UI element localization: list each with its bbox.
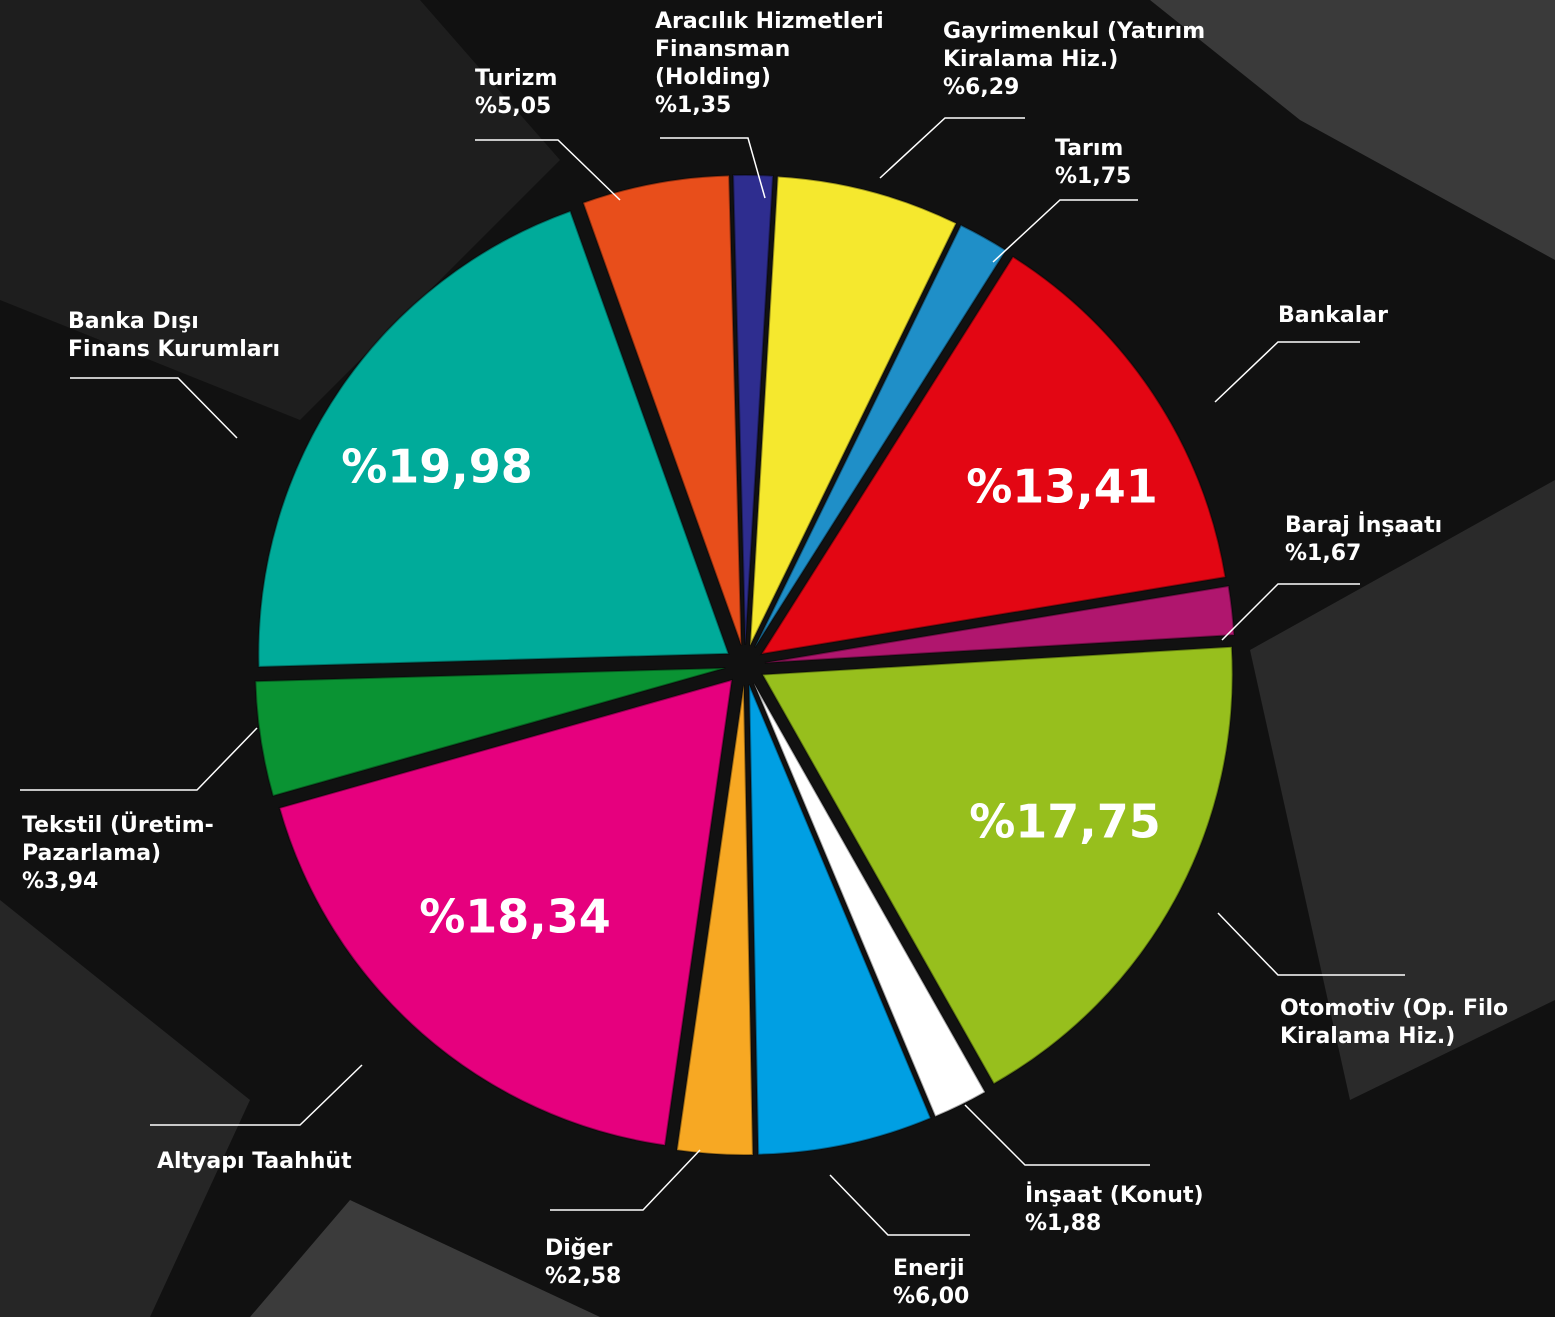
pie-slice xyxy=(254,667,726,798)
leader-line xyxy=(150,1064,363,1126)
slice-label: Turizm %5,05 xyxy=(475,65,557,121)
slice-label: Gayrimenkul (Yatırım Kiralama Hiz.) %6,29 xyxy=(943,18,1205,102)
value-label: %13,41 xyxy=(966,460,1158,514)
background-shape xyxy=(1150,0,1555,260)
value-label: %17,75 xyxy=(969,795,1161,849)
pie-slice xyxy=(732,174,775,646)
background-shape xyxy=(1250,480,1555,1100)
category-name: Altyapı Taahhüt xyxy=(157,1149,352,1174)
pie-slice xyxy=(748,684,932,1156)
value-label: %6,00 xyxy=(893,1284,970,1309)
slice-label: Enerji %6,00 xyxy=(893,1255,969,1311)
category-name: Gayrimenkul (Yatırım Kiralama Hiz.) xyxy=(943,19,1206,72)
slice-label: Bankalar xyxy=(1278,302,1388,330)
category-name: Enerji xyxy=(893,1256,965,1281)
category-name: Otomotiv (Op. Filo Kiralama Hiz.) xyxy=(1280,996,1509,1049)
slice-label: İnşaat (Konut) %1,88 xyxy=(1025,1182,1204,1238)
leader-line xyxy=(20,727,258,791)
slice-label: Aracılık Hizmetleri Finansman (Holding)%… xyxy=(655,8,884,120)
leader-line xyxy=(992,199,1138,263)
leader-line xyxy=(1217,912,1405,976)
pie-slice xyxy=(278,678,734,1147)
pie-slice xyxy=(581,174,743,646)
slice-label: Banka Dışı Finans Kurumları xyxy=(68,308,280,364)
category-name: Tekstil (Üretim- Pazarlama) xyxy=(22,813,214,866)
value-label: %3,94 xyxy=(22,869,99,894)
leader-line xyxy=(879,117,1025,179)
category-name: Aracılık Hizmetleri Finansman (Holding) xyxy=(655,9,884,90)
slice-label: Diğer %2,58 xyxy=(545,1235,621,1291)
category-name: Baraj İnşaatı xyxy=(1285,513,1443,538)
leader-line xyxy=(475,139,621,201)
slice-label: Baraj İnşaatı %1,67 xyxy=(1285,512,1442,568)
pie-slice xyxy=(760,645,1234,1086)
pie-slice xyxy=(257,209,730,668)
leader-line xyxy=(964,1104,1150,1166)
pie-slice xyxy=(764,584,1236,664)
value-label: %1,35 xyxy=(655,93,732,118)
pie-slice xyxy=(752,682,987,1118)
category-name: İnşaat (Konut) xyxy=(1025,1183,1204,1208)
pie-slice xyxy=(749,175,958,647)
leader-line xyxy=(1214,341,1360,403)
value-label: %1,75 xyxy=(1055,164,1132,189)
category-name: Turizm xyxy=(475,66,558,91)
leader-line xyxy=(1221,583,1360,641)
category-name: Diğer xyxy=(545,1236,613,1261)
pie-slice xyxy=(675,684,754,1156)
background-shape xyxy=(0,0,560,420)
value-label: %19,98 xyxy=(341,440,533,494)
value-label: %1,88 xyxy=(1025,1211,1102,1236)
pie-slice xyxy=(759,255,1227,656)
category-name: Tarım xyxy=(1055,136,1124,161)
slice-label: Altyapı Taahhüt xyxy=(157,1148,352,1176)
value-label: %6,29 xyxy=(943,75,1020,100)
background-shape xyxy=(0,900,250,1317)
slice-label: Otomotiv (Op. Filo Kiralama Hiz.) xyxy=(1280,995,1508,1051)
leader-line xyxy=(660,137,766,199)
background-shape xyxy=(250,1200,600,1317)
value-label: %2,58 xyxy=(545,1264,622,1289)
slice-label: Tekstil (Üretim- Pazarlama) %3,94 xyxy=(22,812,214,896)
leader-line xyxy=(829,1174,970,1236)
value-label: %5,05 xyxy=(475,94,552,119)
value-label: %18,34 xyxy=(419,890,611,944)
value-label: %1,67 xyxy=(1285,541,1362,566)
category-name: Bankalar xyxy=(1278,303,1388,328)
leader-line xyxy=(70,377,238,439)
slice-label: Tarım %1,75 xyxy=(1055,135,1131,191)
leader-line xyxy=(550,1149,701,1211)
category-name: Banka Dışı Finans Kurumları xyxy=(68,309,281,362)
